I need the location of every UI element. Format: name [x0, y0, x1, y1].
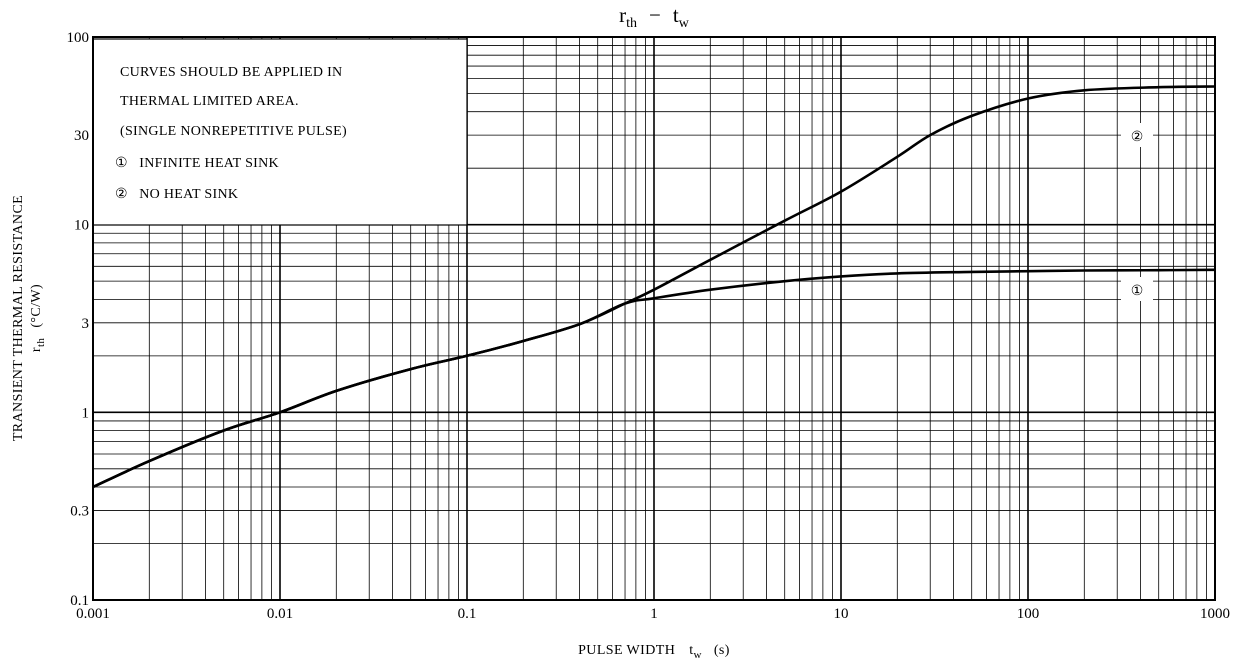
x-axis-symbol: t: [689, 643, 693, 658]
y-axis-label-line2: rth (°C/W): [29, 284, 47, 352]
notes-background: [92, 38, 468, 226]
title-dash: −: [649, 3, 661, 27]
x-tick-label: 10: [834, 606, 849, 622]
y-tick-label: 10: [74, 218, 89, 234]
x-axis-unit: (s): [714, 643, 730, 658]
y-axis-label-line1: TRANSIENT THERMAL RESISTANCE: [11, 195, 26, 441]
series-line-no-heat-sink: [92, 85, 1216, 489]
x-tick-label: 1000: [1200, 606, 1230, 622]
notes-box: CURVES SHOULD BE APPLIED IN THERMAL LIMI…: [92, 38, 468, 226]
y-axis-symbol-sub: th: [35, 338, 47, 347]
curve-tag-1-bg: [1121, 277, 1153, 301]
y-tick-labels: 0.1 0.3 1 3 10 30 100: [67, 30, 90, 609]
y-tick-label: 1: [82, 405, 90, 421]
x-tick-label: 0.01: [267, 606, 293, 622]
title-r-sub: th: [626, 16, 637, 31]
x-axis-symbol-sub: w: [694, 649, 702, 661]
plot-frame: [92, 36, 1216, 601]
curve-tag-2-label: ②: [1131, 130, 1144, 145]
curve-tag-2-bg: [1121, 123, 1153, 147]
y-tick-label: 0.3: [70, 503, 89, 519]
y-tick-label: 0.1: [70, 593, 89, 609]
y-axis-label: TRANSIENT THERMAL RESISTANCE rth (°C/W): [11, 195, 47, 441]
title-t-sub: w: [679, 16, 690, 31]
x-tick-label: 0.1: [458, 606, 477, 622]
x-tick-label: 0.001: [76, 606, 110, 622]
note-line-1: CURVES SHOULD BE APPLIED IN: [120, 65, 342, 80]
x-tick-label: 100: [1017, 606, 1040, 622]
curve-tag-2: ②: [1121, 123, 1153, 147]
y-axis-unit: (°C/W): [29, 284, 44, 328]
title-r: r: [619, 3, 626, 27]
curve-tag-1-label: ①: [1131, 284, 1144, 299]
note-line-3: (SINGLE NONREPETITIVE PULSE): [120, 124, 347, 139]
y-axis-symbol: r: [29, 347, 44, 352]
note-line-5: ② NO HEAT SINK: [115, 187, 238, 202]
curves: [92, 85, 1216, 489]
x-tick-labels: 0.001 0.01 0.1 1 10 100 1000: [76, 606, 1230, 622]
note-line-2: THERMAL LIMITED AREA.: [120, 94, 299, 109]
x-axis-label: PULSE WIDTH tw (s): [578, 643, 730, 661]
title-t: t: [673, 3, 679, 27]
chart-title: rth − tw: [619, 3, 690, 31]
y-tick-label: 30: [74, 128, 89, 144]
curve-tag-1: ①: [1121, 277, 1153, 301]
x-axis-label-text: PULSE WIDTH: [578, 643, 675, 658]
x-tick-label: 1: [650, 606, 658, 622]
note-line-4: ① INFINITE HEAT SINK: [115, 156, 279, 171]
y-tick-label: 100: [67, 30, 90, 46]
y-tick-label: 3: [82, 316, 90, 332]
